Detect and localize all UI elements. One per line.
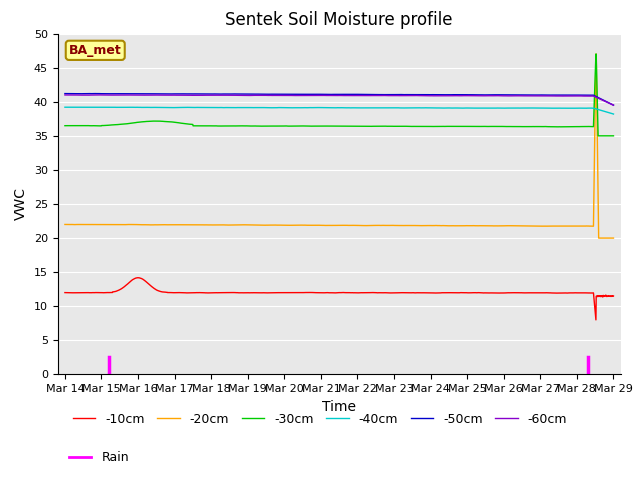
-40cm — [610, 111, 618, 117]
-60cm — [328, 93, 336, 98]
-60cm — [594, 95, 602, 101]
-20cm — [594, 154, 602, 159]
-10cm — [493, 290, 501, 296]
-50cm — [61, 91, 68, 96]
Line: -30cm: -30cm — [65, 54, 614, 136]
-40cm — [61, 104, 68, 110]
Title: Sentek Soil Moisture profile: Sentek Soil Moisture profile — [225, 11, 453, 29]
Legend: -10cm, -20cm, -30cm, -40cm, -50cm, -60cm: -10cm, -20cm, -30cm, -40cm, -50cm, -60cm — [68, 408, 572, 431]
-10cm — [134, 275, 141, 281]
-60cm — [89, 92, 97, 98]
-10cm — [328, 290, 336, 296]
-40cm — [328, 105, 336, 110]
-60cm — [594, 95, 602, 101]
-50cm — [594, 95, 602, 100]
-60cm — [493, 93, 501, 98]
-10cm — [61, 290, 68, 296]
-40cm — [62, 104, 70, 110]
-40cm — [594, 107, 602, 112]
-10cm — [594, 293, 602, 299]
-50cm — [610, 102, 618, 108]
-50cm — [90, 91, 97, 96]
-10cm — [592, 317, 600, 323]
-30cm — [592, 51, 600, 57]
Line: -20cm: -20cm — [65, 54, 614, 238]
-30cm — [313, 123, 321, 129]
Line: -60cm: -60cm — [65, 95, 614, 105]
Text: BA_met: BA_met — [69, 44, 122, 57]
-50cm — [328, 92, 336, 97]
Line: -10cm: -10cm — [65, 278, 614, 320]
-10cm — [89, 290, 97, 296]
-30cm — [493, 123, 500, 129]
-60cm — [314, 93, 321, 98]
-20cm — [594, 174, 602, 180]
-30cm — [328, 123, 335, 129]
-20cm — [89, 222, 97, 228]
Line: -40cm: -40cm — [65, 107, 614, 114]
-50cm — [314, 91, 321, 97]
-60cm — [93, 92, 101, 98]
-20cm — [592, 51, 600, 57]
X-axis label: Time: Time — [322, 400, 356, 414]
-10cm — [314, 290, 321, 296]
-60cm — [610, 102, 618, 108]
-20cm — [61, 222, 68, 228]
-30cm — [89, 123, 97, 129]
-60cm — [61, 92, 68, 98]
-50cm — [493, 92, 501, 98]
-20cm — [328, 223, 335, 228]
-50cm — [64, 91, 72, 96]
-40cm — [90, 104, 97, 110]
-10cm — [610, 293, 618, 299]
-50cm — [594, 95, 602, 100]
-20cm — [493, 223, 500, 229]
-30cm — [594, 121, 602, 127]
-20cm — [610, 235, 618, 241]
-30cm — [61, 123, 68, 129]
-40cm — [314, 105, 321, 110]
-20cm — [313, 222, 321, 228]
-40cm — [493, 105, 501, 111]
-10cm — [595, 293, 602, 299]
Legend: Rain: Rain — [64, 446, 134, 469]
Line: -50cm: -50cm — [65, 94, 614, 105]
-20cm — [595, 235, 602, 241]
-30cm — [610, 133, 618, 139]
-30cm — [595, 133, 602, 139]
-30cm — [594, 109, 602, 115]
Y-axis label: VWC: VWC — [14, 188, 28, 220]
-40cm — [594, 107, 602, 112]
